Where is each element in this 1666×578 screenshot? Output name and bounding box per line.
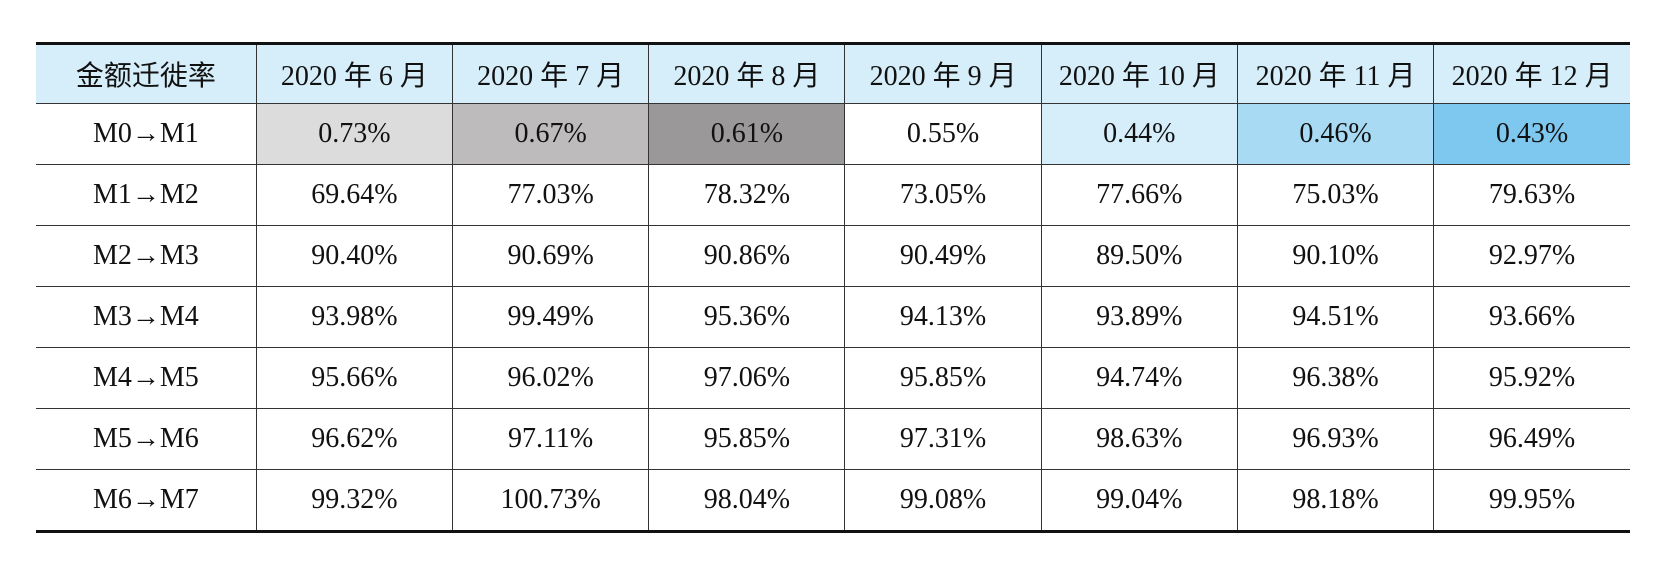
table-cell: 95.92% <box>1433 347 1630 409</box>
row-label: M6→M7 <box>36 469 257 532</box>
column-header: 2020 年 7 月 <box>451 43 650 104</box>
table-cell: 99.49% <box>451 286 650 348</box>
column-header: 2020 年 12 月 <box>1433 43 1630 104</box>
table-row: M0→M1 0.73% 0.67% 0.61% 0.55% 0.44% 0.46… <box>36 103 1630 165</box>
table-cell: 93.98% <box>255 286 454 348</box>
row-label: M2→M3 <box>36 225 257 287</box>
row-label: M3→M4 <box>36 286 257 348</box>
corner-header: 金额迁徙率 <box>36 43 257 104</box>
table-cell: 93.89% <box>1040 286 1238 348</box>
table-cell: 0.61% <box>648 103 846 165</box>
table-cell: 94.13% <box>844 286 1042 348</box>
table-cell: 97.11% <box>451 408 650 470</box>
column-header: 2020 年 8 月 <box>648 43 846 104</box>
header-row: 金额迁徙率 2020 年 6 月 2020 年 7 月 2020 年 8 月 2… <box>36 43 1630 104</box>
table-cell: 0.44% <box>1040 103 1238 165</box>
table-cell: 90.69% <box>451 225 650 287</box>
table-cell: 92.97% <box>1433 225 1630 287</box>
table-row: M2→M3 90.40% 90.69% 90.86% 90.49% 89.50%… <box>36 225 1630 287</box>
table-cell: 98.18% <box>1236 469 1435 532</box>
row-label: M1→M2 <box>36 164 257 226</box>
column-header: 2020 年 9 月 <box>844 43 1042 104</box>
table-cell: 69.64% <box>255 164 454 226</box>
table-cell: 90.40% <box>255 225 454 287</box>
table-cell: 95.36% <box>648 286 846 348</box>
table-cell: 77.66% <box>1040 164 1238 226</box>
migration-rate-table: 金额迁徙率 2020 年 6 月 2020 年 7 月 2020 年 8 月 2… <box>36 42 1630 533</box>
table-row: M4→M5 95.66% 96.02% 97.06% 95.85% 94.74%… <box>36 347 1630 409</box>
table-cell: 0.55% <box>844 103 1042 165</box>
table-cell: 98.63% <box>1040 408 1238 470</box>
column-header: 2020 年 6 月 <box>255 43 454 104</box>
table-cell: 95.66% <box>255 347 454 409</box>
table-cell: 96.49% <box>1433 408 1630 470</box>
table-cell: 96.93% <box>1236 408 1435 470</box>
table-cell: 0.43% <box>1433 103 1630 165</box>
table-row: M5→M6 96.62% 97.11% 95.85% 97.31% 98.63%… <box>36 408 1630 470</box>
column-header: 2020 年 11 月 <box>1236 43 1435 104</box>
table-cell: 0.67% <box>451 103 650 165</box>
table-cell: 96.02% <box>451 347 650 409</box>
table-cell: 73.05% <box>844 164 1042 226</box>
table-cell: 94.74% <box>1040 347 1238 409</box>
table-cell: 99.04% <box>1040 469 1238 532</box>
table-cell: 98.04% <box>648 469 846 532</box>
row-label: M5→M6 <box>36 408 257 470</box>
table-cell: 78.32% <box>648 164 846 226</box>
table-cell: 96.38% <box>1236 347 1435 409</box>
table-cell: 77.03% <box>451 164 650 226</box>
table-cell: 93.66% <box>1433 286 1630 348</box>
table-row: M1→M2 69.64% 77.03% 78.32% 73.05% 77.66%… <box>36 164 1630 226</box>
table-cell: 75.03% <box>1236 164 1435 226</box>
table-cell: 97.06% <box>648 347 846 409</box>
table-cell: 0.46% <box>1236 103 1435 165</box>
column-header: 2020 年 10 月 <box>1040 43 1238 104</box>
row-label: M4→M5 <box>36 347 257 409</box>
table-row: M3→M4 93.98% 99.49% 95.36% 94.13% 93.89%… <box>36 286 1630 348</box>
table-row: M6→M7 99.32% 100.73% 98.04% 99.08% 99.04… <box>36 469 1630 532</box>
table-cell: 99.95% <box>1433 469 1630 532</box>
table-cell: 96.62% <box>255 408 454 470</box>
table-cell: 90.10% <box>1236 225 1435 287</box>
table-cell: 97.31% <box>844 408 1042 470</box>
table-cell: 95.85% <box>844 347 1042 409</box>
table-cell: 0.73% <box>255 103 454 165</box>
table-cell: 95.85% <box>648 408 846 470</box>
row-label: M0→M1 <box>36 103 257 165</box>
table-cell: 99.08% <box>844 469 1042 532</box>
table-cell: 99.32% <box>255 469 454 532</box>
table-cell: 89.50% <box>1040 225 1238 287</box>
table-cell: 94.51% <box>1236 286 1435 348</box>
table-cell: 90.86% <box>648 225 846 287</box>
table-cell: 90.49% <box>844 225 1042 287</box>
table-cell: 100.73% <box>451 469 650 532</box>
table-cell: 79.63% <box>1433 164 1630 226</box>
